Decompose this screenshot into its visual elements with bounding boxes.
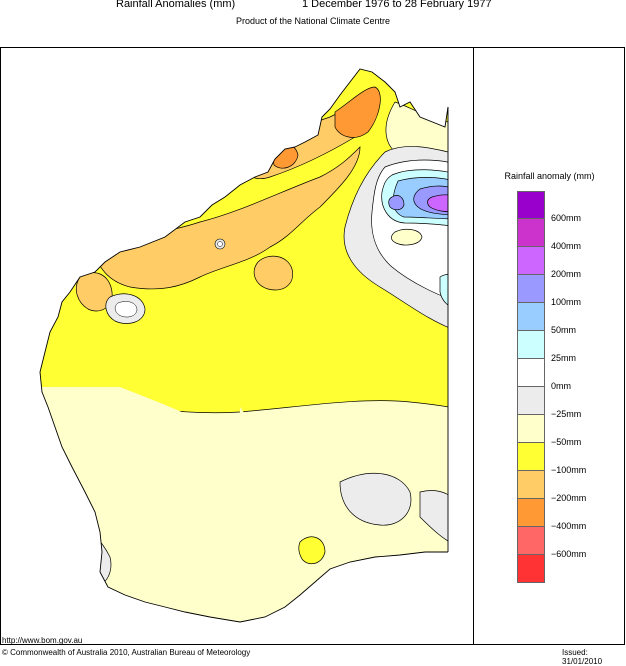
legend-label: 400mm: [551, 241, 582, 251]
footer-issued-date: Issued: 31/01/2010: [562, 648, 603, 666]
legend-swatch: [517, 387, 545, 415]
legend-label: 0mm: [551, 381, 571, 391]
legend-label: 100mm: [551, 297, 582, 307]
region-100-to-200-west: [388, 195, 405, 211]
legend-label: 50mm: [551, 325, 577, 335]
legend-swatch: [517, 331, 545, 359]
region-minus-25-pocket: [391, 228, 423, 246]
title-row: Rainfall Anomalies (mm) 1 December 1976 …: [0, 0, 626, 14]
legend-label: 600mm: [551, 213, 582, 223]
legend-swatch: [517, 275, 545, 303]
legend-swatch: [517, 415, 545, 443]
region-white-west: [114, 301, 138, 318]
region-minus-200-kimberley: [334, 86, 381, 138]
legend-swatch: [517, 247, 545, 275]
region-minus-100-north: [94, 146, 361, 290]
legend-swatch: [517, 527, 545, 555]
map-subtitle: Product of the National Climate Centre: [235, 16, 391, 26]
rainfall-anomaly-map: [39, 68, 449, 623]
legend-label: 25mm: [551, 353, 577, 363]
region-25-to-50-east: [439, 274, 448, 310]
legend-label: −200mm: [551, 493, 587, 503]
coastline: [39, 68, 449, 623]
region-200-to-400: [427, 194, 448, 213]
region-zero-southeast: [419, 490, 448, 548]
legend-label: −25mm: [551, 409, 582, 419]
legend-swatch: [517, 359, 545, 387]
legend-label: −400mm: [551, 521, 587, 531]
legend-swatch: [517, 219, 545, 247]
legend-label: −600mm: [551, 549, 587, 559]
legend-swatch: [517, 191, 545, 219]
region-minus-100-west: [76, 272, 113, 312]
legend-scale: [517, 191, 545, 583]
legend-swatch: [517, 499, 545, 527]
map-frame: [0, 47, 625, 645]
region-minus-50-south: [298, 536, 326, 565]
legend-swatch: [517, 443, 545, 471]
legend-label: −50mm: [551, 437, 582, 447]
legend-swatch: [517, 471, 545, 499]
legend-title: Rainfall anomaly (mm): [504, 171, 595, 181]
anomaly-regions: [40, 69, 448, 622]
legend-swatch: [517, 555, 545, 583]
footer-url[interactable]: http://www.bom.gov.au: [2, 636, 83, 645]
legend-swatch: [517, 303, 545, 331]
legend-label: 200mm: [551, 269, 582, 279]
region-zero-south: [339, 472, 412, 526]
footer-copyright: © Commonwealth of Australia 2010, Austra…: [2, 648, 251, 657]
map-period: 1 December 1976 to 28 February 1977: [302, 0, 492, 10]
region-minus-100-inland: [253, 255, 294, 291]
map-title: Rainfall Anomalies (mm): [116, 0, 236, 10]
frame-divider: [473, 47, 474, 645]
region-anomaly-core: [217, 241, 223, 247]
legend-label: −100mm: [551, 465, 587, 475]
